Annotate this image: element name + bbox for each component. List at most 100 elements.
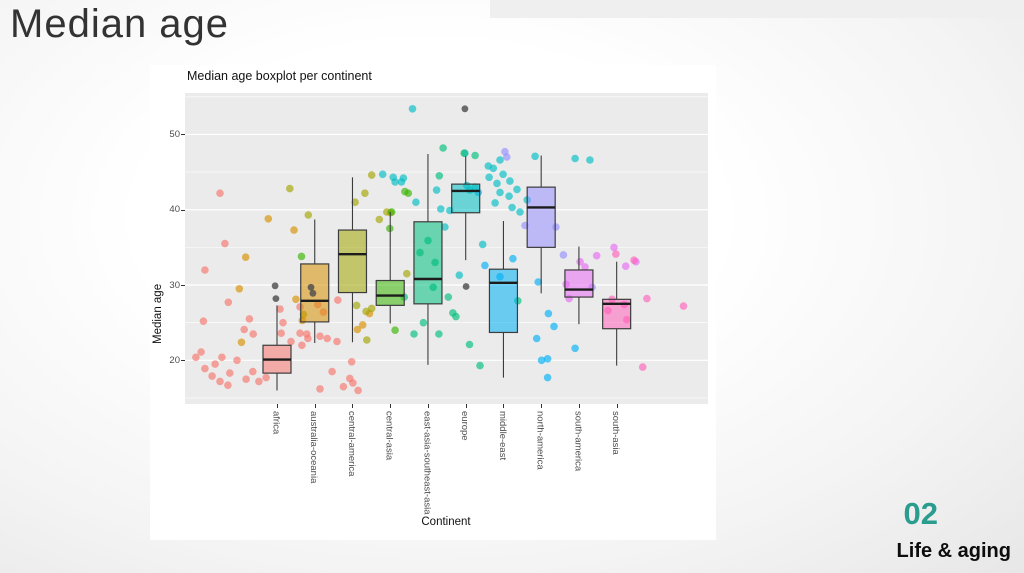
jitter-point [550,322,558,331]
x-tick-label-south-asia: south-asia [610,411,622,455]
jitter-point [491,199,499,207]
jitter-point [323,334,331,343]
jitter-point [532,334,541,343]
jitter-point [354,386,362,395]
jitter-point [296,329,304,337]
jitter-point [531,152,539,161]
page-number: 02 [903,496,938,531]
jitter-point [437,205,445,213]
jitter-point [351,198,359,206]
x-tick-mark [390,404,392,408]
jitter-point [297,252,306,261]
jitter-point [559,251,568,259]
jitter-point [304,211,313,219]
jitter-point [412,198,420,206]
outlier-point [462,283,470,290]
jitter-point [444,293,453,301]
jitter-point [543,355,552,363]
jitter-point [367,304,376,313]
jitter-point [316,332,324,340]
x-tick-label-middle-east: middle-east [496,411,508,461]
jitter-point [245,315,254,323]
x-axis-title: Continent [421,516,471,528]
y-tick-mark [181,285,185,287]
jitter-point [516,208,524,216]
jitter-point [347,358,356,366]
jitter-point [571,344,579,353]
outlier-point [272,295,280,302]
jitter-point [292,295,300,304]
jitter-point [476,361,484,370]
jitter-point [199,317,208,325]
jitter-point [255,377,263,386]
jitter-point [363,336,371,344]
jitter-point [643,294,651,303]
chart-card: Median age boxplot per continent Median … [150,65,716,540]
jitter-point [571,154,579,163]
outlier-point [307,283,315,291]
x-tick-label-south-america: south-america [572,411,584,472]
jitter-point [449,309,457,317]
y-tick-mark [181,134,185,136]
jitter-point [235,285,244,293]
x-tick-mark [314,404,316,408]
jitter-point [276,305,284,313]
jitter-point [249,330,257,338]
x-tick-mark [352,404,354,408]
outlier-point [271,282,279,290]
box-south-america [564,269,594,298]
x-tick-label-central-america: central-america [345,411,357,477]
jitter-point [328,367,336,376]
jitter-point [218,353,226,362]
jitter-point [419,318,428,327]
jitter-point [410,330,418,338]
jitter-point [249,367,257,376]
x-tick-mark [465,404,467,408]
jitter-point [508,203,516,212]
jitter-point [612,250,620,258]
jitter-point [361,189,369,197]
box-middle-east [488,268,519,334]
jitter-point [352,301,361,310]
jitter-point [439,144,447,152]
jitter-point [534,278,542,286]
box-east-asia-southeast-asia [413,221,443,305]
jitter-point [630,256,638,264]
jitter-point [509,254,517,263]
jitter-point [432,186,441,194]
jitter-point [298,341,306,350]
jitter-point [226,369,234,377]
jitter-point [493,179,501,188]
y-tick-mark [181,360,185,362]
jitter-point [513,185,521,194]
x-tick-label-australia-oceania: australia-oceania [308,411,320,484]
box-europe [451,183,481,214]
jitter-point [435,330,443,338]
jitter-point [499,170,507,179]
jitter-point [592,251,601,260]
jitter-point [455,271,464,279]
jitter-point [586,156,594,164]
jitter-point [334,296,342,304]
jitter-point [290,226,298,234]
jitter-point [484,162,493,170]
jitter-point [208,372,216,380]
jitter-point [333,337,341,346]
jitter-point [216,189,224,197]
jitter-point [211,360,219,368]
jitter-point [506,177,514,185]
jitter-point [316,385,324,393]
y-tick-label: 30 [169,279,180,291]
box-australia-oceania [300,263,330,323]
x-tick-mark [616,404,618,408]
top-accent-bar [490,0,1024,18]
jitter-point [367,171,376,179]
boxplot-panel [185,93,708,404]
jitter-point [201,364,209,373]
jitter-point [192,353,200,362]
jitter-point [279,318,287,327]
jitter-point [465,340,474,349]
x-tick-label-east-asia-southeast-asia: east-asia-southeast-asia [421,411,433,515]
y-tick-label: 50 [169,128,180,140]
jitter-point [471,151,479,160]
